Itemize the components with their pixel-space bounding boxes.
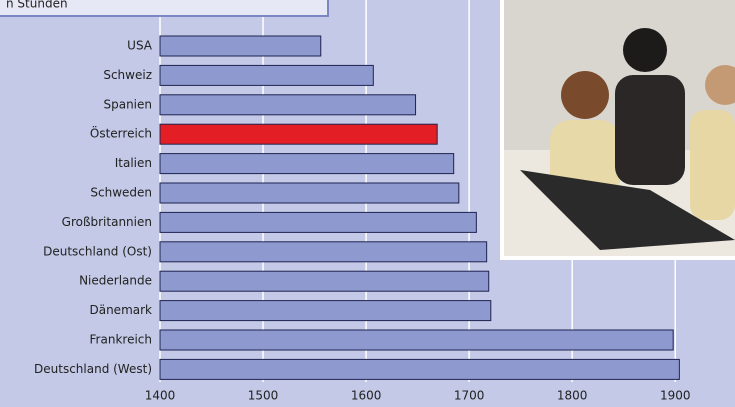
y-tick-label: Italien (115, 156, 152, 170)
bar (159, 300, 492, 322)
y-tick-label: Schweden (90, 186, 152, 200)
bar (159, 329, 674, 351)
y-tick-label: Deutschland (Ost) (43, 244, 152, 258)
y-tick-label: Spanien (103, 97, 152, 111)
y-tick-label: USA (127, 39, 153, 53)
bar (159, 94, 417, 116)
photo (500, 0, 735, 260)
y-tick-label: Schweiz (103, 68, 152, 82)
x-tick-label: 1500 (248, 389, 279, 403)
bar (159, 35, 322, 57)
bar (159, 270, 490, 292)
y-tick-label: Großbritannien (62, 215, 152, 229)
bar (159, 153, 455, 175)
bar (159, 241, 488, 263)
bar (159, 358, 680, 380)
bar (159, 64, 374, 86)
title-box (0, 0, 329, 17)
x-tick-label: 1400 (145, 389, 176, 403)
bar (159, 123, 438, 145)
x-tick-label: 1700 (454, 389, 485, 403)
y-tick-label: Niederlande (79, 274, 152, 288)
x-tick-label: 1600 (351, 389, 382, 403)
bar (159, 211, 477, 233)
x-tick-label: 1800 (557, 389, 588, 403)
y-tick-label: Frankreich (90, 333, 152, 347)
chart-title: n Stunden (6, 0, 68, 11)
x-tick-label: 1900 (660, 389, 691, 403)
y-tick-label: Dänemark (89, 303, 152, 317)
bar (159, 182, 460, 204)
y-tick-label: Österreich (90, 125, 152, 141)
y-tick-label: Deutschland (West) (34, 362, 152, 376)
